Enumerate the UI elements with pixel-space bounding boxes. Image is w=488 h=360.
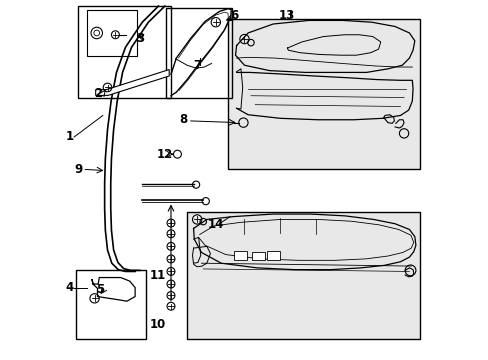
Bar — [86, 10, 137, 56]
Polygon shape — [266, 251, 279, 260]
Polygon shape — [234, 251, 247, 260]
Text: 1: 1 — [65, 130, 73, 144]
Bar — [187, 212, 419, 338]
Text: 14: 14 — [207, 218, 224, 231]
Text: 11: 11 — [149, 269, 165, 282]
Text: 12: 12 — [157, 148, 173, 161]
Polygon shape — [252, 252, 265, 260]
Polygon shape — [96, 69, 169, 95]
Text: 7: 7 — [193, 59, 201, 72]
Text: 8: 8 — [179, 113, 187, 126]
Text: 6: 6 — [230, 9, 238, 22]
Text: 9: 9 — [75, 163, 83, 176]
Bar — [76, 270, 145, 338]
Text: 2: 2 — [94, 87, 102, 100]
Bar — [166, 8, 231, 98]
Text: 5: 5 — [96, 283, 104, 296]
Text: 13: 13 — [278, 9, 294, 22]
Text: 4: 4 — [65, 281, 74, 294]
Bar — [78, 6, 171, 98]
Bar — [228, 19, 419, 169]
Text: 3: 3 — [136, 32, 144, 45]
Text: 10: 10 — [149, 318, 165, 331]
